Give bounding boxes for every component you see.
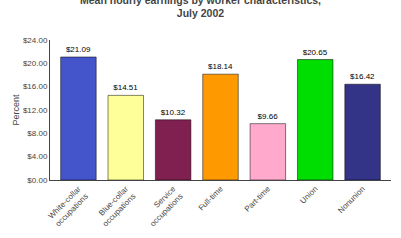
- svg-text:Full-time: Full-time: [197, 184, 225, 212]
- svg-text:$21.09: $21.09: [66, 45, 91, 54]
- svg-text:$8.00: $8.00: [27, 129, 48, 138]
- svg-text:Union: Union: [298, 184, 319, 205]
- svg-text:$16.00: $16.00: [23, 82, 48, 91]
- svg-text:Percent: Percent: [11, 94, 21, 126]
- svg-text:$24.00: $24.00: [23, 36, 48, 45]
- svg-text:Part-time: Part-time: [243, 184, 273, 214]
- svg-text:$12.00: $12.00: [23, 106, 48, 115]
- svg-text:$9.66: $9.66: [258, 112, 279, 121]
- svg-text:$16.42: $16.42: [350, 72, 375, 81]
- svg-text:$4.00: $4.00: [27, 152, 48, 161]
- svg-text:$20.00: $20.00: [23, 59, 48, 68]
- svg-text:Serviceoccupations: Serviceoccupations: [141, 184, 185, 228]
- svg-text:Mean hourly earnings by worker: Mean hourly earnings by worker character…: [80, 0, 321, 19]
- svg-text:$10.32: $10.32: [161, 108, 186, 117]
- svg-text:$0.00: $0.00: [27, 176, 48, 185]
- svg-text:$14.51: $14.51: [113, 83, 138, 92]
- svg-text:Nonunion: Nonunion: [336, 184, 367, 215]
- svg-text:$20.65: $20.65: [303, 48, 328, 57]
- svg-text:White-collaroccupations: White-collaroccupations: [46, 184, 90, 228]
- svg-text:$18.14: $18.14: [208, 62, 233, 71]
- svg-text:Blue-collaroccupations: Blue-collaroccupations: [93, 184, 137, 228]
